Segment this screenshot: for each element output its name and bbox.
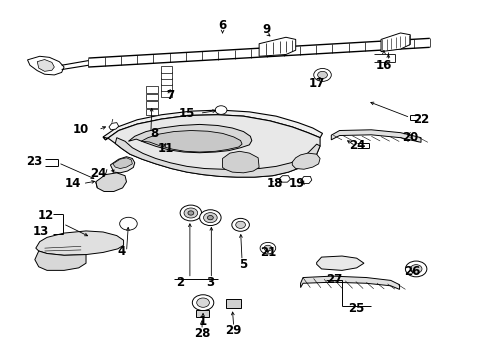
Text: 28: 28 [194, 327, 210, 340]
Text: 11: 11 [157, 142, 173, 155]
Polygon shape [109, 123, 119, 130]
Polygon shape [195, 310, 209, 317]
Circle shape [317, 71, 327, 78]
Polygon shape [380, 33, 409, 51]
Circle shape [187, 211, 193, 215]
Polygon shape [146, 94, 158, 100]
Polygon shape [292, 153, 320, 169]
Text: 23: 23 [26, 155, 42, 168]
Text: 5: 5 [239, 258, 246, 271]
Polygon shape [146, 86, 158, 93]
Polygon shape [225, 299, 240, 309]
Circle shape [264, 245, 271, 251]
Text: 6: 6 [218, 19, 226, 32]
Text: 14: 14 [64, 177, 81, 190]
Circle shape [192, 295, 213, 311]
Circle shape [203, 213, 217, 223]
Polygon shape [278, 176, 290, 182]
Polygon shape [36, 231, 123, 255]
Polygon shape [113, 158, 132, 168]
Polygon shape [222, 151, 259, 173]
Polygon shape [330, 130, 420, 142]
Circle shape [180, 205, 201, 221]
Circle shape [199, 210, 221, 226]
Circle shape [215, 106, 226, 114]
Polygon shape [35, 251, 86, 270]
Text: 25: 25 [348, 302, 364, 315]
Polygon shape [160, 90, 172, 97]
Polygon shape [160, 78, 172, 85]
Text: 29: 29 [225, 324, 242, 337]
Text: 12: 12 [38, 210, 54, 222]
Text: 26: 26 [404, 265, 420, 278]
Polygon shape [167, 138, 175, 144]
Circle shape [235, 221, 245, 228]
Text: 4: 4 [117, 245, 125, 258]
Text: 22: 22 [412, 113, 428, 126]
Text: 20: 20 [401, 131, 418, 144]
Polygon shape [103, 110, 322, 140]
Polygon shape [160, 72, 172, 79]
Text: 10: 10 [73, 123, 89, 136]
Polygon shape [128, 125, 251, 153]
Polygon shape [316, 256, 363, 270]
Text: 8: 8 [150, 127, 159, 140]
Polygon shape [259, 37, 295, 56]
Circle shape [183, 208, 197, 218]
Circle shape [313, 68, 330, 81]
Text: 9: 9 [262, 23, 270, 36]
Text: 19: 19 [288, 177, 305, 190]
Circle shape [409, 265, 421, 273]
Text: 24: 24 [90, 167, 106, 180]
Text: 7: 7 [166, 89, 174, 102]
Text: 15: 15 [179, 107, 195, 120]
Text: 1: 1 [199, 315, 207, 328]
Circle shape [120, 217, 137, 230]
Text: 21: 21 [259, 246, 275, 259]
Circle shape [196, 298, 209, 307]
Text: 16: 16 [374, 59, 391, 72]
Circle shape [231, 219, 249, 231]
Polygon shape [27, 56, 64, 75]
Polygon shape [300, 176, 311, 184]
Polygon shape [141, 131, 242, 152]
Text: 27: 27 [326, 273, 342, 286]
Text: 13: 13 [33, 225, 49, 238]
Text: 24: 24 [349, 139, 365, 152]
Polygon shape [146, 101, 158, 108]
Polygon shape [103, 115, 320, 177]
Polygon shape [160, 66, 172, 73]
Polygon shape [146, 109, 158, 115]
Text: 18: 18 [266, 177, 283, 190]
Text: 3: 3 [206, 276, 214, 289]
Polygon shape [300, 276, 399, 289]
Polygon shape [110, 157, 135, 173]
Circle shape [405, 261, 426, 277]
Polygon shape [160, 84, 172, 91]
Circle shape [260, 242, 275, 254]
Polygon shape [37, 59, 54, 71]
Text: 17: 17 [308, 77, 324, 90]
Polygon shape [96, 173, 126, 192]
Text: 2: 2 [176, 276, 184, 289]
Polygon shape [115, 138, 320, 177]
Circle shape [207, 216, 213, 220]
